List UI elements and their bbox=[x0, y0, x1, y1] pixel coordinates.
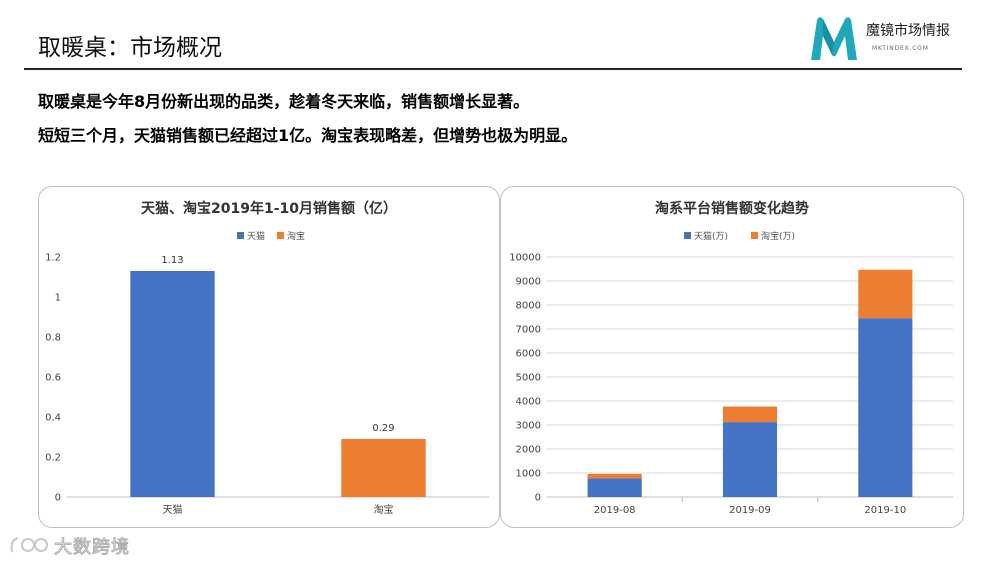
bar-淘宝(万)-2019-08 bbox=[587, 473, 642, 479]
x-tick-label: 淘宝 bbox=[374, 503, 394, 516]
legend-swatch-1 bbox=[751, 232, 758, 239]
brand-m-icon bbox=[811, 17, 857, 60]
y-tick-label: 0.8 bbox=[45, 333, 61, 344]
y-tick-label: 1000 bbox=[516, 469, 541, 480]
y-tick-label: 2000 bbox=[516, 445, 541, 456]
y-tick-label: 6000 bbox=[516, 349, 541, 360]
bar-天猫(万)-2019-08 bbox=[587, 478, 642, 497]
legend-label-1: 淘宝(万) bbox=[761, 230, 795, 242]
data-label: 1.13 bbox=[161, 255, 183, 266]
y-tick-label: 10000 bbox=[509, 253, 541, 264]
x-tick-label: 2019-08 bbox=[594, 505, 636, 516]
y-tick-label: 0 bbox=[535, 493, 541, 504]
y-tick-label: 9000 bbox=[516, 277, 541, 288]
bar-天猫(万)-2019-09 bbox=[722, 422, 778, 497]
y-tick-label: 1 bbox=[55, 293, 61, 304]
bar-天猫-天猫 bbox=[130, 271, 215, 497]
summary-line-2: 短短三个月，天猫销售额已经超过1亿。淘宝表现略差，但增势也极为明显。 bbox=[38, 126, 578, 145]
y-tick-label: 5000 bbox=[516, 373, 541, 384]
data-label: 0.29 bbox=[372, 423, 394, 434]
brand-name: 魔镜市场情报 bbox=[866, 23, 950, 39]
legend-swatch-0 bbox=[684, 232, 691, 239]
chart-title: 天猫、淘宝2019年1-10月销售额（亿） bbox=[141, 200, 397, 217]
chart-title: 淘系平台销售额变化趋势 bbox=[655, 200, 809, 217]
watermark-text: 大数跨境 bbox=[54, 537, 130, 559]
y-tick-label: 1.2 bbox=[45, 253, 61, 264]
legend-label-0: 天猫 bbox=[247, 230, 265, 242]
y-tick-label: 8000 bbox=[516, 301, 541, 312]
summary-line-1: 取暖桌是今年8月份新出现的品类，趁着冬天来临，销售额增长显著。 bbox=[38, 92, 530, 111]
legend-label-1: 淘宝 bbox=[287, 230, 305, 242]
bar-淘宝-淘宝 bbox=[341, 439, 426, 497]
y-tick-label: 0.6 bbox=[45, 373, 61, 384]
title-divider bbox=[24, 68, 962, 70]
y-tick-label: 0 bbox=[55, 493, 61, 504]
watermark: 大数跨境 bbox=[8, 532, 138, 559]
legend-label-0: 天猫(万) bbox=[694, 230, 728, 242]
x-tick-label: 天猫 bbox=[163, 503, 183, 516]
y-tick-label: 4000 bbox=[516, 397, 541, 408]
legend-swatch-0 bbox=[237, 232, 244, 239]
x-tick-label: 2019-10 bbox=[864, 505, 906, 516]
y-tick-label: 0.4 bbox=[45, 413, 61, 424]
bar-淘宝(万)-2019-09 bbox=[722, 406, 778, 423]
y-tick-label: 0.2 bbox=[45, 453, 61, 464]
y-tick-label: 7000 bbox=[516, 325, 541, 336]
page-title: 取暖桌：市场概况 bbox=[38, 35, 222, 61]
bar-淘宝(万)-2019-10 bbox=[858, 269, 913, 319]
chart-panel-sales-trend: 淘系平台销售额变化趋势天猫(万) 淘宝(万) 0 1000 2000 3000 4000 50… bbox=[500, 186, 964, 528]
chart-panel-sales-by-platform: 天猫、淘宝2019年1-10月销售额（亿） 天猫 淘宝 0 0.2 0.4 0.6 0.8 1 1… bbox=[38, 186, 500, 528]
x-tick-label: 2019-09 bbox=[729, 505, 771, 516]
chart-sales-by-platform: 天猫、淘宝2019年1-10月销售额（亿）天猫 淘宝00.20.40.60.811… bbox=[45, 200, 489, 516]
brand-logo: 魔镜市场情报 MKTINDEX.COM bbox=[808, 12, 968, 64]
watermark-logo-icon bbox=[10, 537, 48, 553]
y-tick-label: 3000 bbox=[516, 421, 541, 432]
brand-url: MKTINDEX.COM bbox=[872, 45, 929, 52]
bar-天猫(万)-2019-10 bbox=[858, 318, 913, 497]
legend-swatch-1 bbox=[277, 232, 284, 239]
